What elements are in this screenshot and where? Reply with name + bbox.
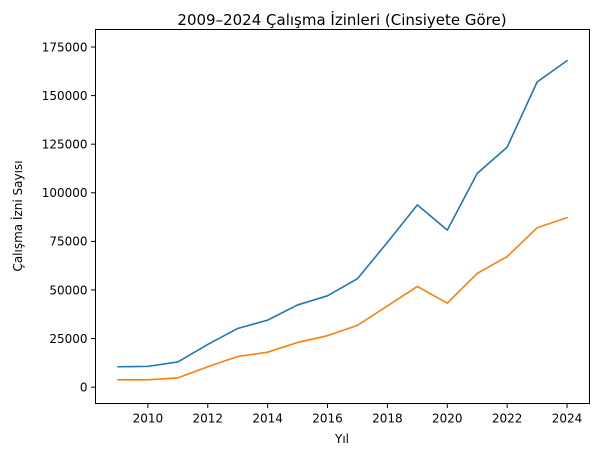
series-line-1 [117,59,568,368]
y-tick-label: 175000 [42,40,88,54]
x-tick-label: 2018 [372,412,403,426]
series-line-2 [117,216,568,381]
plot-frame [95,29,590,404]
y-tick-label: 100000 [42,186,88,200]
chart-title: 2009–2024 Çalışma İzinleri (Cinsiyete Gö… [177,10,506,29]
y-tick-label: 50000 [49,283,87,297]
y-tick-label: 150000 [42,89,88,103]
x-tick-label: 2012 [192,412,223,426]
x-tick-label: 2020 [432,412,463,426]
series-layer [117,59,568,381]
x-tick-label: 2022 [492,412,523,426]
y-axis-label: Çalışma İzni Sayısı [10,160,25,271]
x-axis-label: Yıl [334,432,349,446]
x-tick-label: 2024 [552,412,583,426]
x-axis-ticks: 2010 2012 2014 2016 2018 2020 2022 2024 [133,403,583,426]
x-tick-label: 2016 [312,412,343,426]
x-tick-label: 2010 [133,412,164,426]
y-tick-label: 25000 [49,332,87,346]
y-axis-ticks: 0 25000 50000 75000 100000 125000 150000 175000 [42,40,96,394]
y-tick-label: 0 [80,380,88,394]
y-tick-label: 125000 [42,137,88,151]
y-tick-label: 75000 [49,235,87,249]
x-tick-label: 2014 [252,412,283,426]
